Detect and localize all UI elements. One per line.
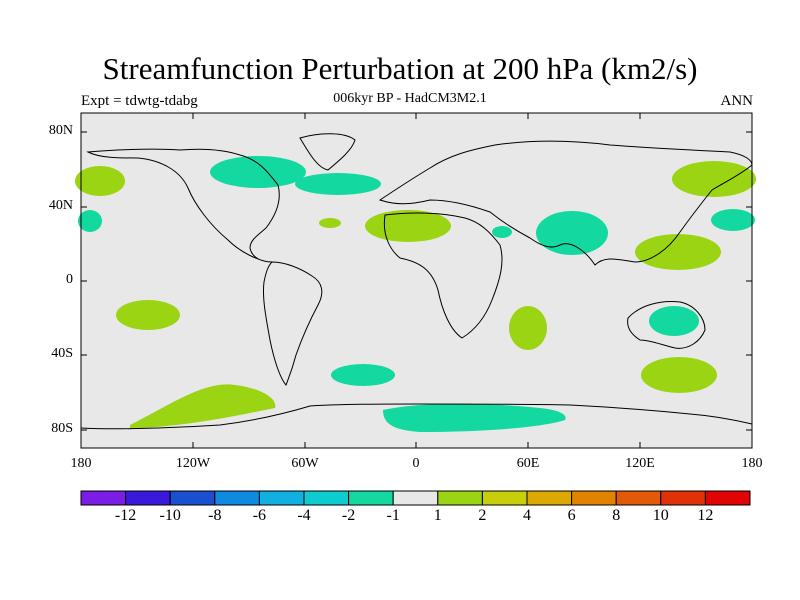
positive-anomalies: [75, 161, 756, 428]
anomaly-blob: [78, 210, 102, 232]
colorbar-swatch: [80, 490, 127, 506]
colorbar-swatch: [660, 490, 706, 506]
colorbar: [80, 490, 751, 506]
coast-greenland: [299, 133, 356, 171]
anomaly-blob: [509, 306, 547, 350]
coastlines: [80, 133, 753, 430]
lat-label: 0: [66, 272, 73, 287]
colorbar-label: 12: [697, 507, 714, 524]
anomaly-blob: [116, 300, 180, 330]
colorbar-label: -12: [114, 507, 137, 524]
colorbar-swatch: [214, 490, 260, 506]
anomaly-blob: [635, 234, 721, 270]
colorbar-swatch: [258, 490, 305, 506]
colorbar-swatch: [704, 490, 751, 506]
colorbar-label: -6: [252, 507, 267, 524]
lon-label: 120E: [625, 456, 655, 471]
anomaly-blob: [365, 210, 451, 242]
anomaly-blob: [210, 156, 306, 188]
lat-label: 40N: [48, 198, 73, 213]
lon-label: 120W: [175, 456, 211, 471]
colorbar-swatch: [571, 490, 617, 506]
anomaly-blob: [383, 403, 566, 432]
lat-label: 40S: [51, 346, 73, 361]
anomaly-blob: [295, 173, 381, 195]
coast-africa: [383, 212, 503, 339]
season-label: ANN: [720, 93, 754, 109]
coast-north-america: [86, 148, 280, 263]
colorbar-swatch: [526, 490, 573, 506]
plot-title: Streamfunction Perturbation at 200 hPa (…: [102, 51, 698, 86]
anomaly-blob: [641, 357, 717, 393]
anomaly-blob: [331, 364, 395, 386]
lat-label: 80N: [48, 123, 73, 138]
colorbar-label: -4: [297, 507, 311, 524]
anomaly-blob: [492, 226, 512, 238]
colorbar-label: 1: [433, 507, 442, 524]
lon-label: 60W: [291, 456, 319, 471]
colorbar-label: -10: [159, 507, 181, 524]
lon-label: 60E: [516, 456, 540, 471]
coast-europe-asia: [378, 140, 753, 266]
colorbar-label: -2: [341, 507, 356, 524]
colorbar-swatch: [169, 490, 216, 506]
lon-label: 180: [741, 456, 763, 471]
map-background: [81, 113, 752, 448]
colorbar-swatch: [481, 490, 528, 506]
anomaly-blob: [536, 211, 608, 255]
anomaly-blob: [649, 306, 699, 336]
anomaly-blob: [130, 384, 276, 428]
anomaly-blob: [319, 218, 341, 228]
colorbar-label: 2: [478, 507, 487, 524]
anomaly-blob: [711, 209, 755, 231]
lon-label: 0: [412, 456, 420, 471]
axis-ticks: [81, 113, 752, 448]
anomaly-blob: [672, 161, 756, 197]
colorbar-label: -1: [386, 507, 400, 524]
colorbar-swatch: [125, 490, 171, 506]
coast-australia: [627, 301, 706, 349]
colorbar-swatch: [615, 490, 662, 506]
colorbar-label: 6: [567, 507, 576, 524]
colorbar-label: 10: [652, 507, 669, 524]
colorbar-swatch: [437, 490, 483, 506]
lat-label: 80S: [51, 421, 73, 436]
colorbar-swatch: [392, 490, 439, 506]
colorbar-label: 8: [612, 507, 621, 524]
lon-label: 180: [70, 456, 92, 471]
coast-south-america: [263, 261, 323, 386]
negative-anomalies: [78, 156, 755, 432]
colorbar-swatch: [303, 490, 350, 506]
coast-antarctica: [80, 403, 753, 430]
colorbar-swatch: [348, 490, 394, 506]
colorbar-label: -8: [208, 507, 222, 524]
plot-subtitle: 006kyr BP - HadCM3M2.1: [333, 91, 487, 106]
anomaly-blob: [75, 166, 125, 196]
colorbar-label: 4: [523, 507, 531, 524]
experiment-label: Expt = tdwtg-tdabg: [81, 93, 198, 109]
